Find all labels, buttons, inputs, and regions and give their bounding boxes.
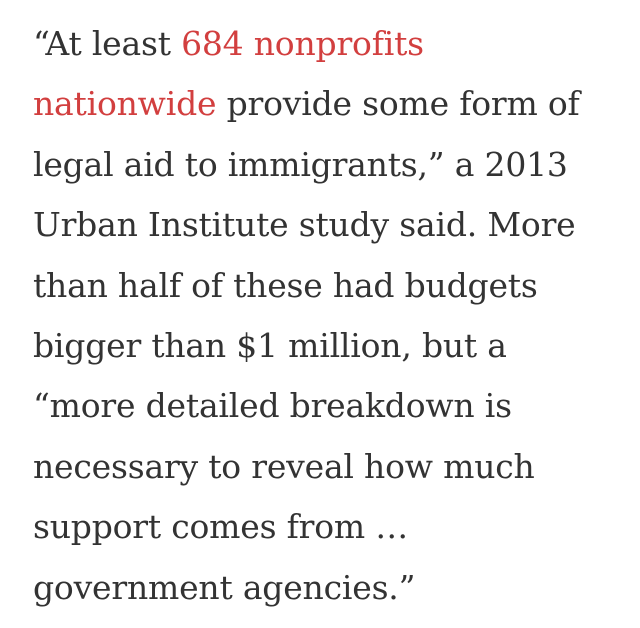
text-line: nationwide provide some form of bbox=[33, 74, 623, 134]
text-segment: “At least bbox=[33, 24, 182, 63]
study-link-continued[interactable]: nationwide bbox=[33, 84, 217, 124]
text-line: Urban Institute study said. More bbox=[33, 205, 576, 245]
text-line: “more detailed breakdown is bbox=[33, 386, 512, 426]
text-line: “At least 684 nonprofits bbox=[33, 14, 623, 74]
text-line: bigger than $1 million, but a bbox=[33, 326, 507, 366]
paragraph: “At least 684 nonprofits nationwide prov… bbox=[33, 14, 623, 618]
text-line: legal aid to immigrants,” a 2013 bbox=[33, 144, 568, 184]
text-line: government agencies.” bbox=[33, 567, 416, 607]
study-link[interactable]: 684 nonprofits bbox=[181, 24, 424, 63]
text-segment: provide some form of bbox=[216, 84, 580, 124]
text-line: support comes from … bbox=[33, 507, 409, 547]
text-line: necessary to reveal how much bbox=[33, 446, 535, 486]
text-line: than half of these had budgets bbox=[33, 265, 538, 305]
article-body: “At least 684 nonprofits nationwide prov… bbox=[33, 14, 623, 618]
